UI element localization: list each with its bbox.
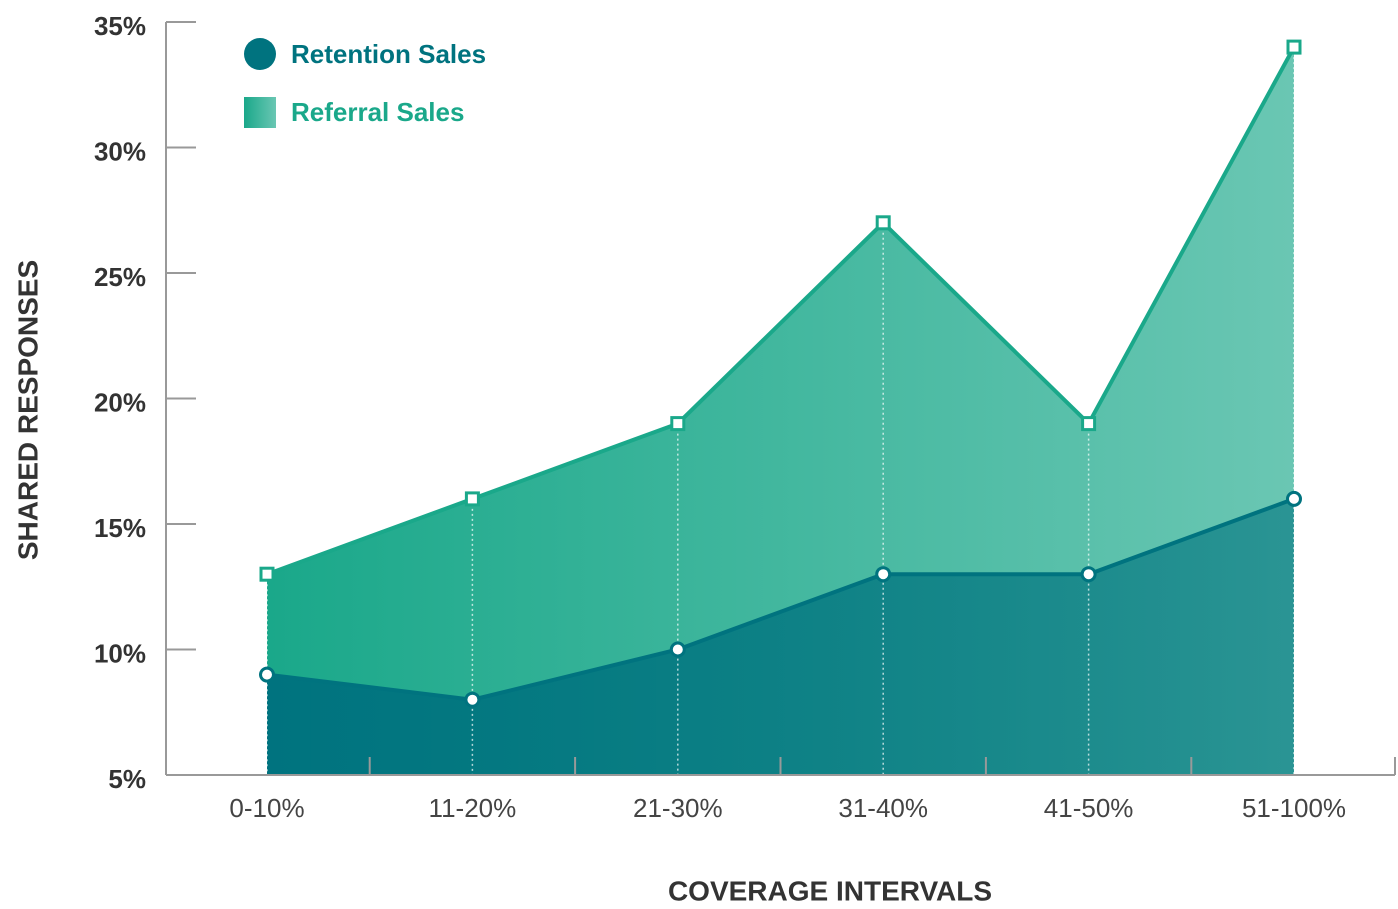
legend-marker xyxy=(244,97,276,128)
y-tick-label: 20% xyxy=(94,387,146,417)
x-tick-label: 51-100% xyxy=(1242,793,1346,823)
marker xyxy=(1286,490,1302,507)
y-axis-title: SHARED RESPONSES xyxy=(12,260,43,560)
y-tick-label: 10% xyxy=(94,638,146,668)
marker xyxy=(1286,39,1302,55)
x-axis-title: COVERAGE INTERVALS xyxy=(668,875,992,906)
y-tick-label: 30% xyxy=(94,136,146,166)
marker xyxy=(670,416,686,432)
legend-label: Retention Sales xyxy=(291,39,486,69)
line xyxy=(266,46,1296,577)
marker xyxy=(875,215,891,231)
marker xyxy=(259,566,275,582)
x-tick-label: 31-40% xyxy=(838,793,928,823)
legend-label: Referral Sales xyxy=(291,97,464,127)
x-tick-label: 21-30% xyxy=(633,793,723,823)
x-tick-label: 41-50% xyxy=(1044,793,1134,823)
x-tick-label: 0-10% xyxy=(229,793,304,823)
y-tick-label: 5% xyxy=(108,764,146,794)
legend-marker xyxy=(244,38,276,70)
marker xyxy=(464,691,481,708)
y-tick-label: 35% xyxy=(94,11,146,41)
line xyxy=(266,497,1295,702)
marker xyxy=(259,666,275,683)
marker xyxy=(464,491,480,507)
marker xyxy=(1081,416,1097,432)
area xyxy=(267,498,1294,775)
marker xyxy=(669,641,686,658)
marker xyxy=(1080,566,1097,583)
y-tick-label: 25% xyxy=(94,262,146,292)
y-tick-label: 15% xyxy=(94,513,146,543)
marker xyxy=(875,566,892,583)
x-tick-label: 11-20% xyxy=(429,793,517,823)
